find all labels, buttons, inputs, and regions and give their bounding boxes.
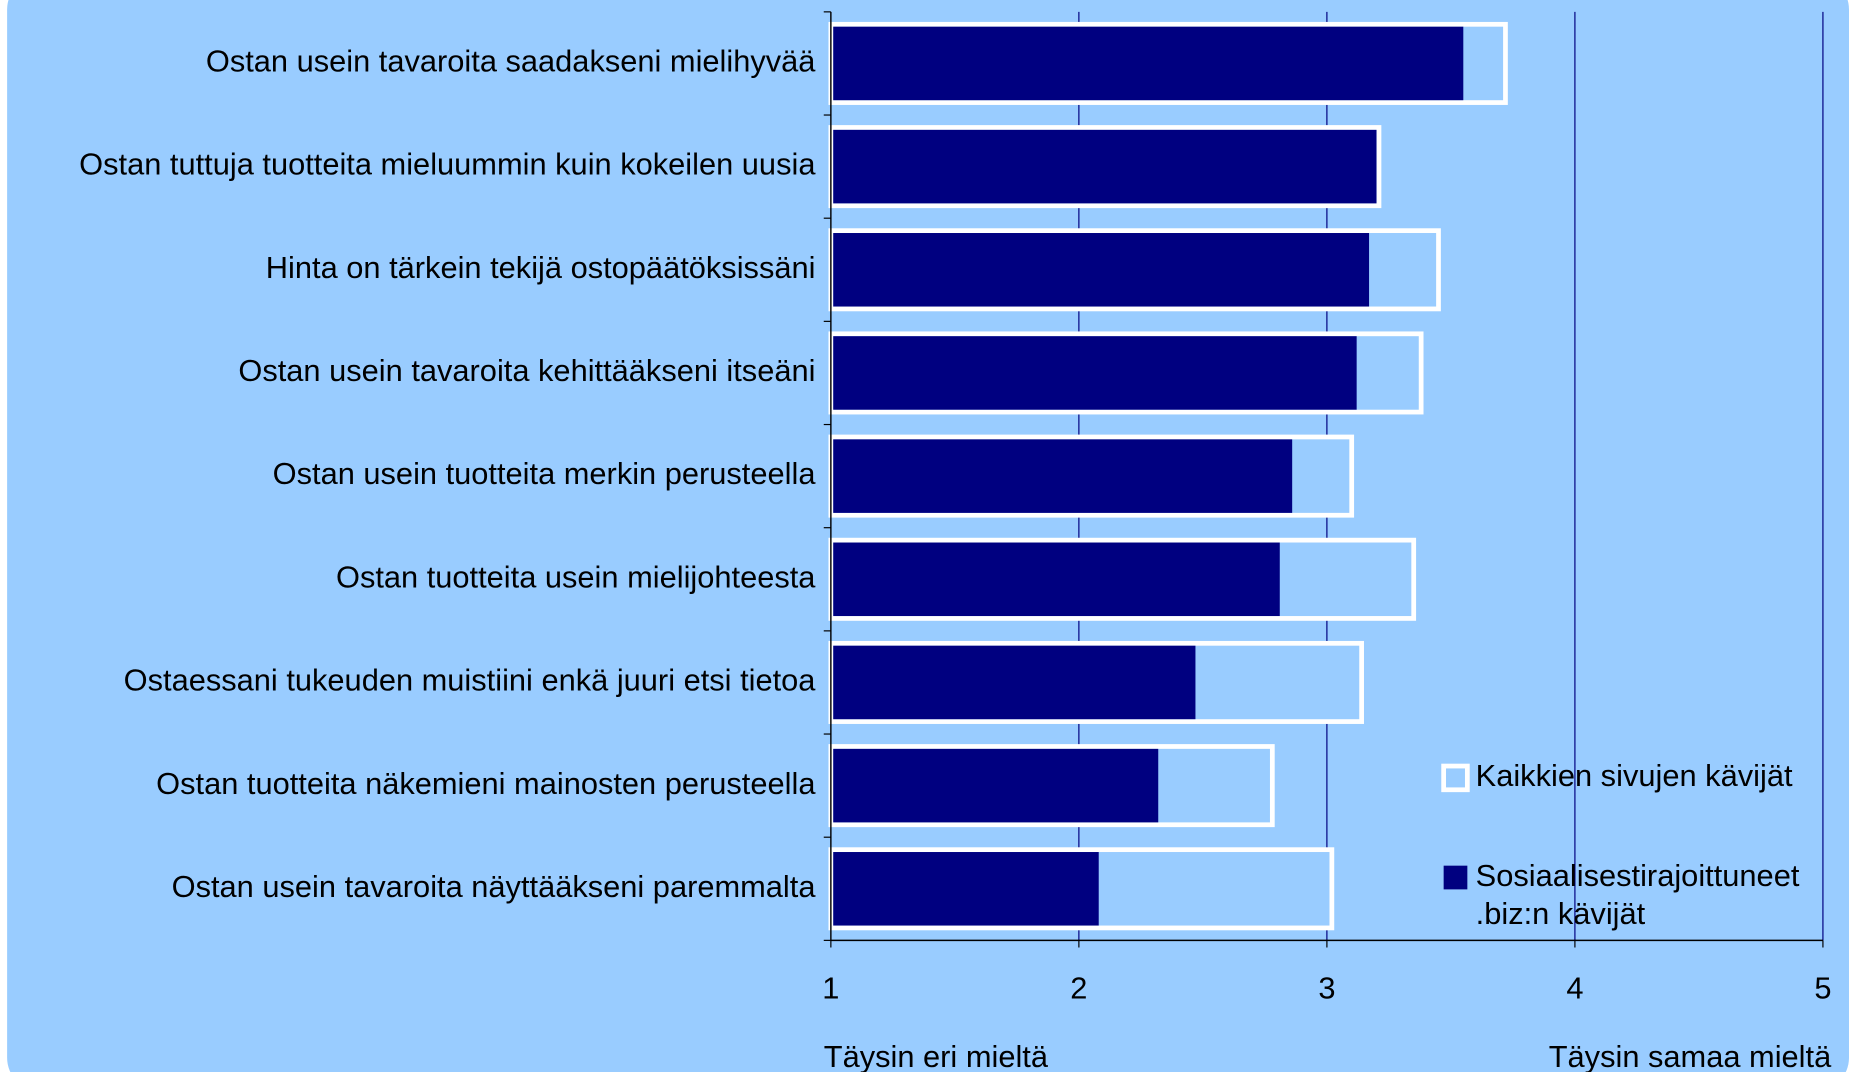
bar xyxy=(833,748,1159,823)
x-tick-label: 2 xyxy=(1070,970,1087,1005)
y-tick-label: Ostan usein tavaroita saadakseni mielihy… xyxy=(206,44,816,79)
legend-swatch xyxy=(1443,865,1468,890)
legend-entry: Sosiaalisestirajoittuneet .biz:n kävijät xyxy=(1475,857,1800,931)
bar xyxy=(833,233,1370,307)
x-tick-label: 5 xyxy=(1814,970,1831,1005)
bar xyxy=(833,852,1099,926)
bar xyxy=(833,26,1464,101)
y-tick-label: Ostan tuotteita näkemieni mainosten peru… xyxy=(156,766,816,801)
legend-swatch xyxy=(1441,763,1470,793)
bar xyxy=(833,645,1196,720)
y-tick-label: Hinta on tärkein tekijä ostopäätöksissän… xyxy=(266,250,816,285)
bar xyxy=(833,336,1357,410)
y-tick-label: Ostan usein tavaroita kehittääkseni itse… xyxy=(238,353,815,388)
bar xyxy=(833,129,1377,204)
y-tick-label: Ostan usein tavaroita näyttääkseni parem… xyxy=(172,869,817,904)
legend-entry: Kaikkien sivujen kävijät xyxy=(1475,757,1793,794)
bar xyxy=(833,542,1280,617)
x-tick-label: 3 xyxy=(1318,970,1335,1005)
x-tick-label: 1 xyxy=(822,970,839,1005)
y-tick-label: Ostan tuotteita usein mielijohteesta xyxy=(336,559,816,594)
y-tick-label: Ostan usein tuotteita merkin perusteella xyxy=(273,456,817,491)
x-tick-label: 4 xyxy=(1566,970,1583,1005)
bar xyxy=(833,439,1293,513)
legend-label: Sosiaalisestirajoittuneet .biz:n kävijät xyxy=(1475,857,1800,931)
y-tick-label: Ostaessani tukeuden muistiini enkä juuri… xyxy=(124,663,817,698)
legend-label: Kaikkien sivujen kävijät xyxy=(1475,757,1793,794)
x-end-label: Täysin eri mieltä xyxy=(824,1039,1049,1072)
y-tick-label: Ostan tuttuja tuotteita mieluummin kuin … xyxy=(79,147,816,182)
x-end-label: Täysin samaa mieltä xyxy=(1549,1039,1832,1072)
